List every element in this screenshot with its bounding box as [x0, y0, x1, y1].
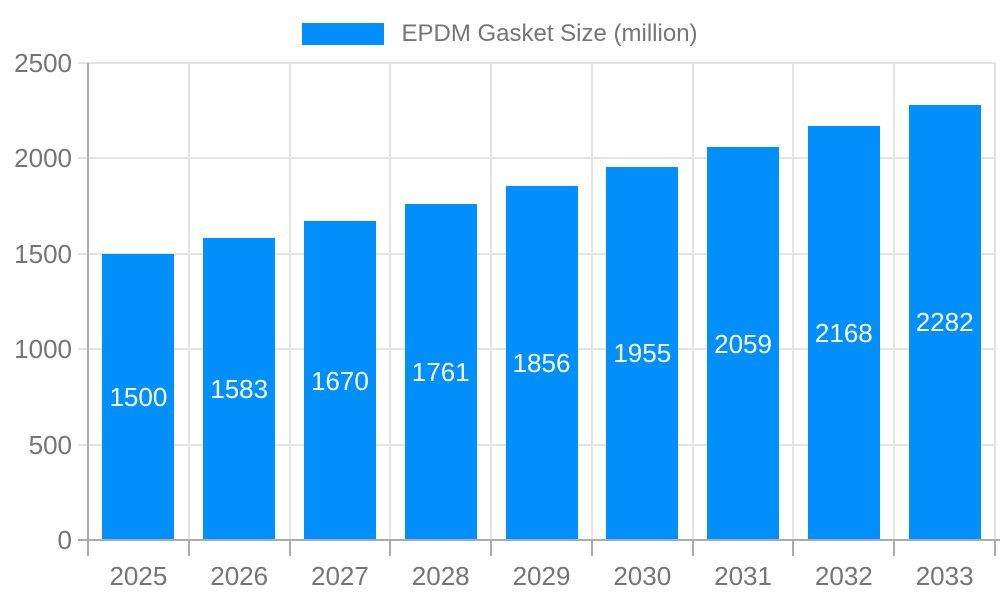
x-axis-tick: [893, 540, 896, 556]
bar[interactable]: 2282: [908, 104, 981, 540]
bar[interactable]: 1670: [303, 221, 376, 540]
x-axis-tick: [288, 540, 291, 556]
legend-label[interactable]: EPDM Gasket Size (million): [401, 20, 698, 47]
gridline-vertical: [288, 63, 291, 540]
bar[interactable]: 2059: [707, 147, 780, 540]
y-axis-label: 2500: [14, 48, 72, 78]
x-axis-label: 2032: [814, 561, 873, 591]
bar-value-label: 2059: [714, 328, 772, 359]
x-axis-tick: [590, 540, 593, 556]
x-axis-label: 2029: [512, 561, 571, 591]
bar-value-label: 1856: [512, 347, 571, 378]
gridline-vertical: [792, 63, 795, 540]
x-axis-tick: [994, 540, 996, 556]
gridline-vertical: [187, 63, 190, 540]
gridline-vertical: [893, 63, 896, 540]
bar[interactable]: 1955: [606, 166, 679, 540]
bar-value-label: 1761: [411, 356, 470, 387]
x-axis-label: 2028: [411, 561, 470, 591]
x-axis-label: 2030: [613, 561, 672, 591]
bar-value-label: 1670: [311, 365, 369, 396]
bar-value-label: 2282: [915, 307, 974, 338]
bar[interactable]: 2168: [807, 126, 880, 540]
x-axis-label: 2027: [311, 561, 369, 591]
gridline-horizontal: [78, 62, 995, 64]
gridline-vertical: [994, 63, 996, 540]
x-axis-tick: [389, 540, 392, 556]
y-axis-line: [87, 63, 89, 556]
x-axis-label: 2026: [210, 561, 269, 591]
y-axis-label: 500: [28, 429, 72, 460]
bar[interactable]: 1500: [102, 253, 175, 540]
x-axis-label: 2031: [714, 561, 772, 591]
gridline-vertical: [691, 63, 694, 540]
x-axis-tick: [691, 540, 694, 556]
bar-value-label: 2168: [814, 318, 873, 349]
x-axis-label: 2033: [915, 561, 974, 591]
bar-value-label: 1583: [210, 373, 269, 404]
y-axis-label: 1500: [14, 238, 72, 269]
y-axis-label: 2000: [14, 143, 72, 174]
bar[interactable]: 1856: [505, 185, 578, 540]
legend-swatch[interactable]: [302, 23, 385, 45]
y-axis-label: 0: [57, 525, 72, 555]
gridline-horizontal: [78, 157, 995, 160]
gridline-vertical: [389, 63, 392, 540]
bar-value-label: 1955: [613, 338, 672, 369]
x-axis-tick: [490, 540, 493, 556]
x-axis-label: 2025: [109, 561, 168, 591]
x-axis-line: [78, 539, 1000, 541]
gridline-vertical: [490, 63, 493, 540]
x-axis-tick: [792, 540, 795, 556]
gridline-vertical: [590, 63, 593, 540]
bar[interactable]: 1583: [203, 237, 276, 540]
x-axis-tick: [187, 540, 190, 556]
bar[interactable]: 1761: [404, 204, 477, 540]
legend[interactable]: EPDM Gasket Size (million): [0, 21, 1000, 47]
y-axis-label: 1000: [14, 334, 72, 365]
bar-value-label: 1500: [109, 381, 168, 412]
